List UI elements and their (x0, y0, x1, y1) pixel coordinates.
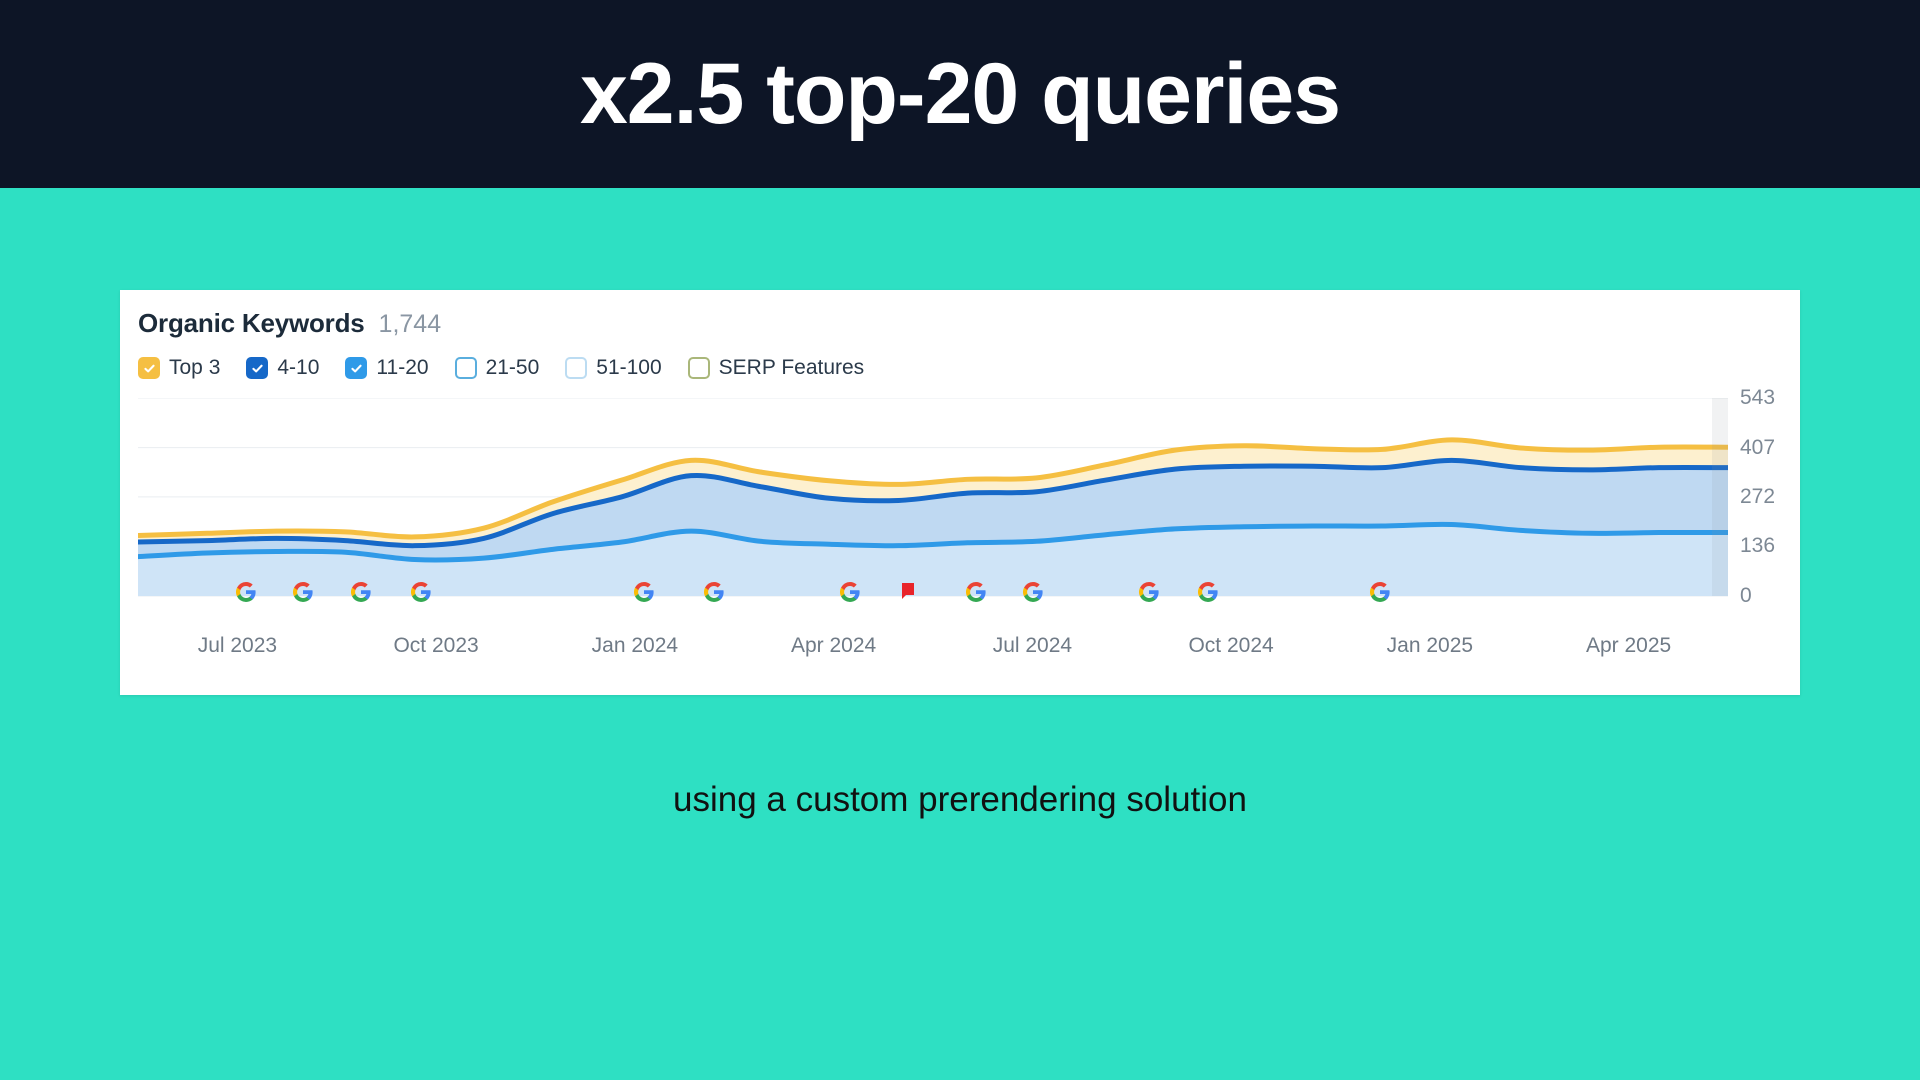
caption: using a custom prerendering solution (673, 780, 1247, 819)
x-axis-tick-label: Jan 2025 (1386, 634, 1474, 657)
legend-item-label: 21-50 (485, 356, 540, 379)
area-line-4-10 (138, 457, 1728, 549)
google-update-icon[interactable] (293, 582, 313, 604)
legend-item-label: 51-100 (596, 356, 662, 379)
google-update-icon[interactable] (965, 582, 986, 604)
legend-item-4-10[interactable]: 4-10 (246, 356, 319, 380)
y-axis-tick-label: 136 (1740, 534, 1776, 558)
y-axis-tick-label: 543 (1740, 386, 1776, 409)
legend-item-51-100[interactable]: 51-100 (565, 356, 662, 380)
x-axis-tick-label: Apr 2025 (1585, 634, 1672, 657)
x-axis-tick-label: Oct 2024 (1188, 634, 1274, 657)
legend-item-label: SERP Features (718, 356, 865, 379)
google-update-icon[interactable] (840, 582, 860, 604)
area-fill-11-20 (138, 524, 1728, 596)
checkbox-unchecked-icon[interactable] (687, 357, 710, 379)
plot-area (138, 398, 1728, 628)
checkbox-unchecked-icon[interactable] (565, 357, 588, 379)
area-line-11-20 (138, 521, 1728, 563)
page-title: x2.5 top-20 queries (579, 45, 1341, 142)
x-axis-tick-label: Oct 2023 (393, 634, 479, 657)
checkbox-checked-icon[interactable] (345, 357, 368, 379)
x-axis-tick-label: Jul 2023 (197, 634, 278, 657)
organic-keywords-card: Organic Keywords 1,744 Top 3 4-10 11-20 21-… (120, 290, 1800, 695)
legend-item-11-20[interactable]: 11-20 (345, 356, 429, 380)
google-update-icon[interactable] (1198, 582, 1218, 604)
legend-item-label: Top 3 (169, 356, 221, 379)
x-axis-tick-label: Jul 2024 (992, 634, 1073, 657)
checkbox-unchecked-icon[interactable] (454, 357, 477, 379)
google-update-icon[interactable] (411, 582, 431, 604)
google-update-icon[interactable] (236, 582, 256, 604)
legend-item-label: 4-10 (277, 356, 320, 379)
header-band (0, 0, 1920, 188)
area-line-top-3 (138, 437, 1728, 540)
checkbox-checked-icon[interactable] (246, 357, 269, 379)
y-axis-tick-label: 407 (1740, 435, 1776, 459)
legend-item-serp-features[interactable]: SERP Features (687, 356, 865, 380)
legend-item-21-50[interactable]: 21-50 (454, 356, 540, 380)
note-flag-icon[interactable] (898, 582, 918, 604)
area-chart-svg (138, 398, 1728, 597)
legend-item-top-3[interactable]: Top 3 (138, 356, 220, 380)
chart-legend: Top 3 4-10 11-20 21-50 51-100 SERP Features (138, 356, 864, 380)
y-axis-tick-label: 272 (1740, 484, 1776, 508)
x-axis-tick-label: Jan 2024 (591, 634, 679, 657)
y-axis: 0 136 272 407 543 (1740, 386, 1800, 628)
card-value: 1,744 (378, 310, 442, 338)
google-update-icon[interactable] (1023, 582, 1043, 604)
google-update-icon[interactable] (1369, 582, 1390, 604)
checkbox-checked-icon[interactable] (138, 357, 160, 379)
card-title: Organic Keywords (138, 308, 365, 338)
event-markers (138, 582, 1728, 608)
legend-item-label: 11-20 (376, 356, 429, 379)
y-axis-tick-label: 0 (1740, 584, 1752, 607)
google-update-icon[interactable] (703, 582, 724, 604)
x-axis-tick-label: Apr 2024 (790, 634, 877, 657)
x-axis: Jul 2023 Oct 2023 Jan 2024 Apr 2024 Jul 2024… (138, 628, 1728, 668)
card-header: Organic Keywords 1,744 (138, 308, 441, 339)
google-update-icon[interactable] (633, 582, 654, 604)
google-update-icon[interactable] (1139, 582, 1159, 604)
google-update-icon[interactable] (350, 582, 371, 604)
area-series (138, 437, 1728, 596)
